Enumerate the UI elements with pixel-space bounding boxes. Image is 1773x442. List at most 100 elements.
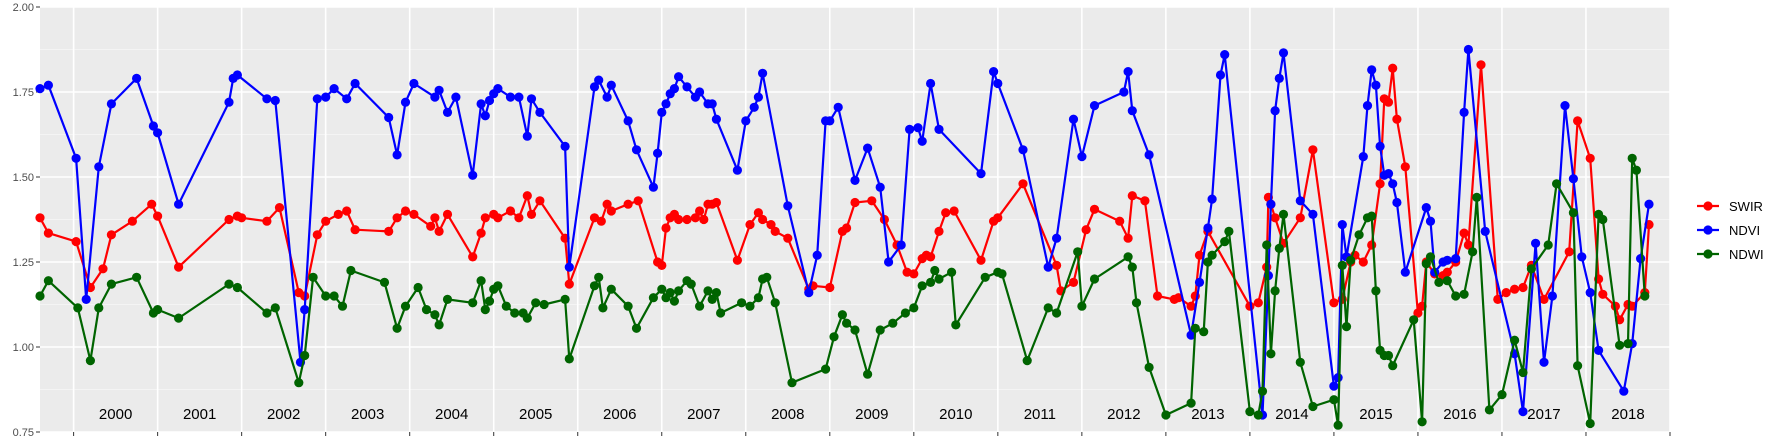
data-point-ndwi — [1640, 291, 1650, 301]
y-tick-label: 1.50 — [13, 172, 34, 184]
data-point-ndvi — [993, 78, 1003, 89]
data-point-ndwi — [863, 369, 873, 379]
data-point-ndvi — [1144, 150, 1154, 160]
data-point-swir — [596, 216, 606, 226]
series-ndwi — [35, 153, 1650, 430]
data-point-ndwi — [379, 277, 390, 287]
data-point-ndvi — [1337, 220, 1347, 230]
data-point-ndvi — [1362, 101, 1373, 111]
data-point-ndwi — [980, 272, 990, 282]
data-point-ndwi — [1510, 335, 1520, 345]
data-point-ndwi — [594, 272, 604, 282]
data-point-swir — [153, 211, 163, 221]
series-layer — [35, 44, 1654, 430]
data-point-ndvi — [1052, 233, 1062, 243]
data-point-ndwi — [153, 305, 163, 315]
data-point-ndvi — [270, 95, 280, 106]
data-point-ndvi — [850, 175, 860, 185]
data-point-swir — [493, 213, 503, 223]
data-point-ndvi — [1077, 152, 1087, 162]
data-point-swir — [850, 197, 860, 208]
data-point-ndwi — [468, 298, 478, 308]
data-point-ndvi — [1547, 291, 1557, 301]
data-point-ndvi — [741, 116, 751, 126]
data-point-ndvi — [804, 288, 814, 298]
data-point-ndwi — [337, 301, 348, 311]
data-point-ndvi — [35, 84, 45, 94]
data-point-swir — [993, 213, 1003, 223]
data-point-ndvi — [560, 141, 570, 151]
y-tick-label: 1.25 — [13, 257, 34, 269]
data-point-ndvi — [300, 305, 310, 315]
year-label: 2008 — [771, 406, 804, 423]
data-point-ndwi — [329, 291, 339, 301]
data-point-ndwi — [589, 281, 600, 291]
data-point-ndvi — [934, 124, 944, 134]
series-ndvi — [35, 44, 1654, 420]
legend-key-point — [1703, 225, 1713, 235]
data-point-ndvi — [1089, 101, 1100, 111]
data-point-ndvi — [1480, 226, 1490, 236]
data-point-swir — [1089, 204, 1100, 214]
legend-key-point — [1703, 201, 1713, 211]
data-point-ndvi — [1308, 209, 1318, 219]
year-label: 2003 — [351, 406, 384, 423]
data-point-ndwi — [560, 294, 570, 304]
data-point-swir — [1510, 284, 1520, 294]
data-point-swir — [695, 206, 705, 216]
data-point-swir — [312, 230, 322, 240]
data-point-swir — [505, 206, 516, 216]
data-point-ndvi — [1388, 179, 1398, 189]
data-point-swir — [535, 196, 545, 206]
data-point-ndvi — [602, 92, 612, 102]
data-point-ndvi — [753, 92, 764, 102]
data-point-ndwi — [1383, 350, 1394, 361]
data-point-ndwi — [1442, 276, 1452, 286]
data-point-ndvi — [1220, 50, 1230, 60]
data-point-ndvi — [409, 78, 419, 89]
data-point-ndvi — [896, 240, 906, 250]
data-point-ndvi — [648, 182, 659, 192]
data-point-swir — [1413, 308, 1423, 318]
data-point-ndwi — [1568, 208, 1578, 218]
data-point-swir — [661, 223, 671, 233]
data-point-ndwi — [1371, 286, 1381, 296]
year-labels: 2000 2001 2002 2003 2004 2005 2006 2007 2008 2009… — [99, 406, 1645, 423]
data-point-ndwi — [1341, 322, 1352, 332]
data-point-ndvi — [833, 102, 843, 112]
year-label: 2013 — [1191, 406, 1224, 423]
data-point-ndvi — [875, 182, 885, 192]
year-label: 2011 — [1024, 406, 1056, 423]
data-point-swir — [1539, 294, 1549, 304]
data-point-swir — [342, 206, 352, 216]
data-point-ndvi — [1367, 65, 1377, 75]
data-point-ndwi — [476, 276, 486, 286]
data-point-ndwi — [1220, 237, 1230, 247]
data-point-ndvi — [1068, 114, 1079, 124]
data-point-ndwi — [1627, 153, 1637, 163]
year-label: 2015 — [1359, 406, 1392, 423]
data-point-ndwi — [1526, 264, 1536, 274]
data-point-ndvi — [1018, 145, 1028, 155]
year-label: 2007 — [687, 406, 720, 423]
data-point-ndwi — [1425, 252, 1436, 262]
data-point-ndvi — [132, 73, 142, 83]
data-point-ndwi — [926, 277, 936, 287]
data-point-ndwi — [480, 305, 490, 315]
year-label: 2005 — [519, 406, 552, 423]
data-point-swir — [1476, 60, 1486, 70]
year-label: 2016 — [1443, 406, 1476, 423]
data-point-ndvi — [1619, 386, 1629, 396]
data-point-swir — [1115, 216, 1125, 226]
data-point-swir — [1270, 213, 1280, 223]
year-label: 2000 — [99, 406, 132, 423]
data-point-ndvi — [81, 294, 91, 304]
data-point-swir — [262, 216, 272, 226]
data-point-ndwi — [1161, 410, 1171, 420]
data-point-ndvi — [1383, 169, 1394, 179]
data-point-ndvi — [1270, 106, 1280, 116]
data-point-ndvi — [682, 82, 692, 92]
data-point-ndwi — [430, 310, 440, 320]
data-point-ndvi — [707, 99, 717, 109]
data-point-ndvi — [1203, 223, 1213, 233]
